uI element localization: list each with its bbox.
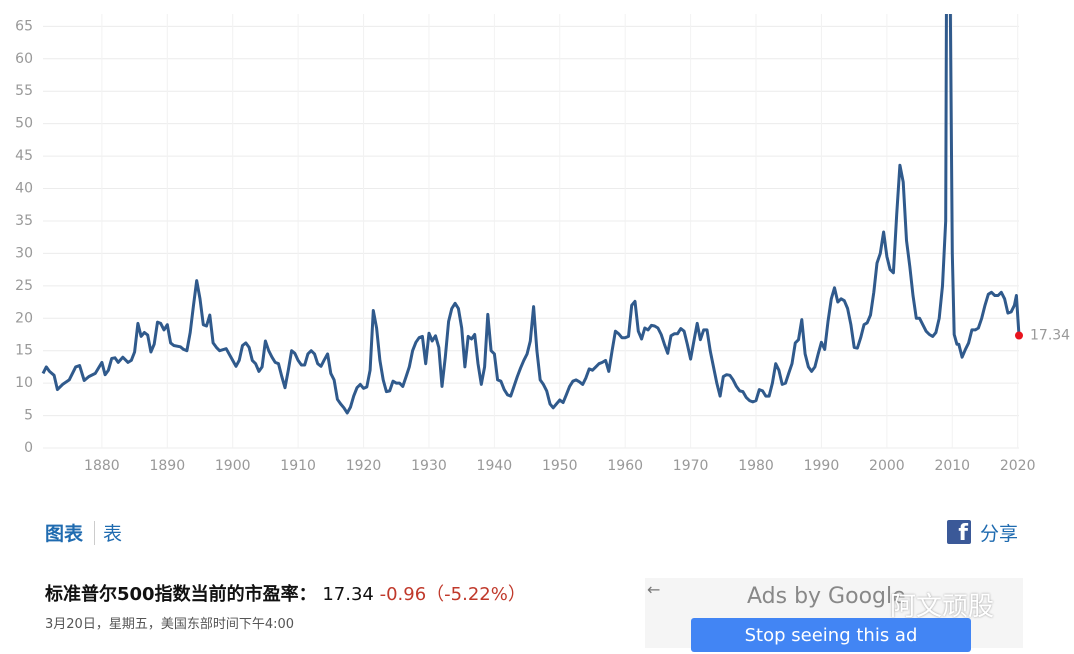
x-tick-label: 2020: [1000, 458, 1036, 474]
tab-table[interactable]: 表: [103, 523, 123, 545]
y-tick-label: 10: [15, 375, 33, 391]
summary-change: -0.96: [379, 584, 427, 605]
timestamp: 3月20日，星期五，美国东部时间下午4:00: [45, 617, 295, 632]
facebook-icon[interactable]: f: [947, 520, 971, 544]
x-tick-label: 1970: [673, 458, 709, 474]
tab-separator: [94, 521, 95, 545]
x-tick-label: 1890: [149, 458, 185, 474]
summary: 标准普尔500指数当前的市盈率： 17.34 -0.96（-5.22%）: [45, 580, 526, 606]
ad-back-arrow[interactable]: ←: [647, 580, 661, 599]
y-tick-label: 45: [15, 148, 33, 164]
y-tick-label: 60: [15, 51, 33, 67]
plot-area: [41, 14, 1021, 415]
x-tick-label: 1990: [804, 458, 840, 474]
y-tick-label: 30: [15, 245, 33, 261]
watermark: 阿文顽股: [890, 592, 995, 622]
share-link[interactable]: 分享: [980, 523, 1019, 545]
tab-chart[interactable]: 图表: [45, 523, 84, 545]
line-series: [41, 14, 1021, 415]
x-tick-label: 2000: [869, 458, 905, 474]
y-tick-label: 35: [15, 213, 33, 229]
last-point: [1015, 331, 1023, 340]
summary-label: 标准普尔500指数当前的市盈率：: [45, 584, 317, 605]
chart: 0 5 10 15 20 25 30 35 40 45 50 55 60 65 1880 1890 1900 19…: [15, 14, 1070, 474]
ad-button[interactable]: Stop seeing this ad: [691, 618, 971, 652]
x-tick-label: 1910: [280, 458, 316, 474]
y-tick-label: 15: [15, 343, 33, 359]
x-tick-label: 1920: [346, 458, 382, 474]
last-value-label: 17.34: [1030, 328, 1070, 344]
summary-value: 17.34: [322, 584, 374, 605]
y-tick-label: 0: [24, 440, 33, 456]
ad-attribution: Ads by Google: [747, 584, 906, 609]
x-tick-label: 1980: [738, 458, 774, 474]
x-tick-label: 1900: [215, 458, 251, 474]
x-tick-label: 1960: [607, 458, 643, 474]
y-tick-label: 55: [15, 83, 33, 99]
x-tick-label: 1940: [477, 458, 513, 474]
y-tick-label: 20: [15, 310, 33, 326]
x-tick-label: 1880: [84, 458, 120, 474]
x-tick-label: 1950: [542, 458, 578, 474]
y-tick-label: 5: [24, 408, 33, 424]
y-tick-label: 50: [15, 116, 33, 132]
ad-box: ← Ads by Google Stop seeing this ad: [645, 578, 1023, 652]
x-tick-label: 1930: [411, 458, 447, 474]
y-tick-label: 25: [15, 278, 33, 294]
summary-change-pct: （-5.22%）: [426, 584, 526, 605]
y-tick-label: 40: [15, 181, 33, 197]
x-tick-label: 2010: [934, 458, 970, 474]
y-tick-label: 65: [15, 18, 33, 34]
